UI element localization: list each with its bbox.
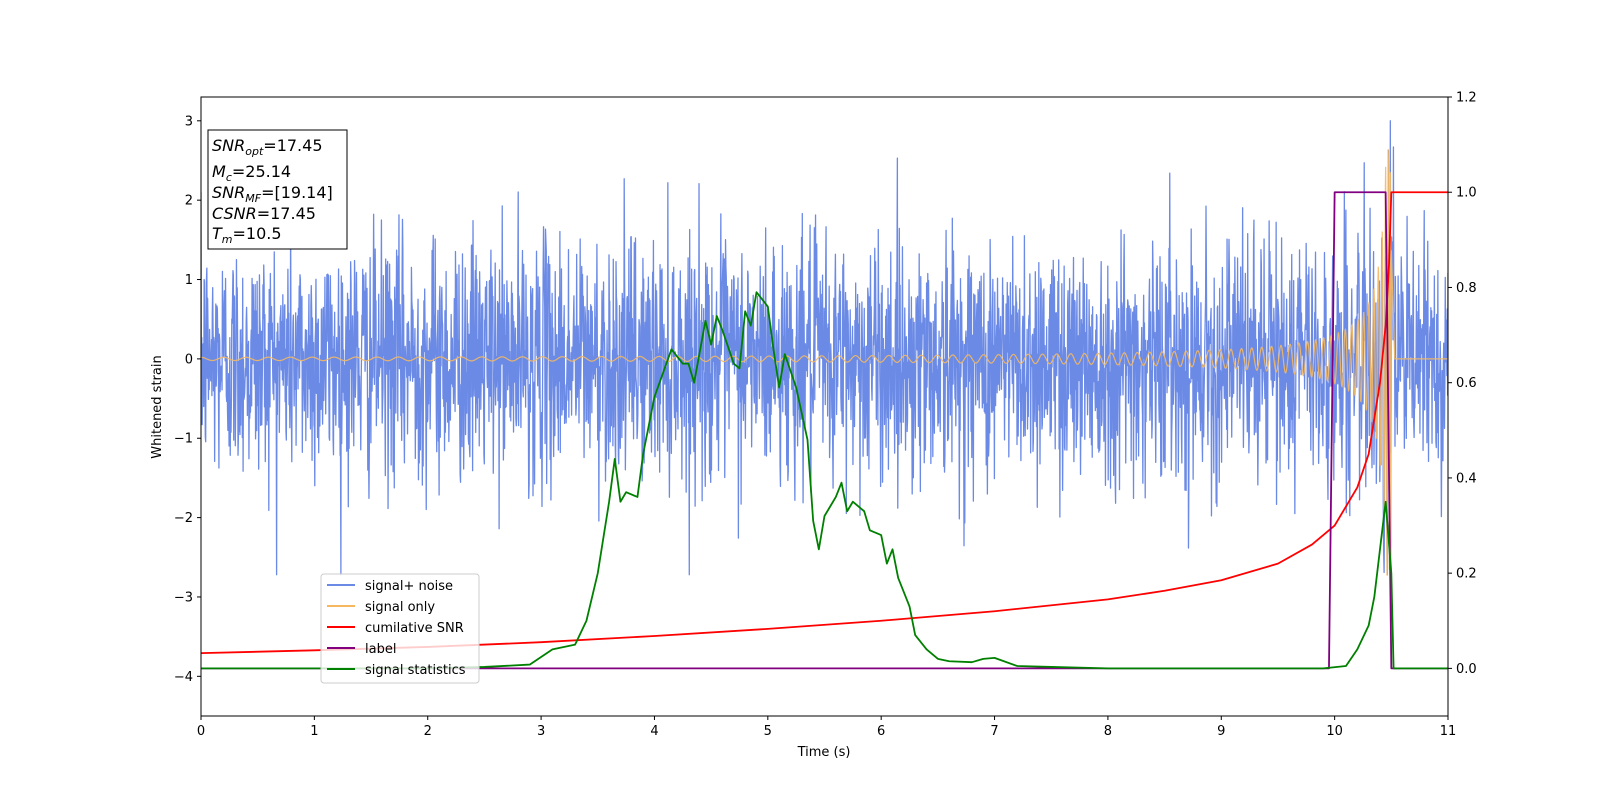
x-tick-label: 8 <box>1104 724 1112 739</box>
y-right-tick-label: 0.6 <box>1456 376 1477 391</box>
legend-label-signal-noise: signal+ noise <box>365 579 453 594</box>
x-tick-label: 3 <box>537 724 545 739</box>
y-axis-right-ticks: 1.2 1.0 0.8 0.6 0.4 0.2 0.0 <box>1448 91 1477 677</box>
x-tick-label: 10 <box>1326 724 1343 739</box>
x-tick-label: 7 <box>990 724 998 739</box>
info-snr-opt: SNRopt=17.45 <box>212 136 323 158</box>
series-signal-noise <box>201 120 1448 576</box>
series-signal-statistics <box>201 291 1448 670</box>
y-right-tick-label: 1.2 <box>1456 91 1477 106</box>
x-tick-label: 6 <box>877 724 885 739</box>
y-right-tick-label: 1.0 <box>1456 186 1477 201</box>
y-left-tick-label: −1 <box>174 432 193 447</box>
info-csnr: CSNR=17.45 <box>212 204 316 223</box>
y-right-tick-label: 0.4 <box>1456 471 1477 486</box>
legend-label-cumulative-snr: cumilative SNR <box>365 621 464 636</box>
x-tick-label: 2 <box>424 724 432 739</box>
legend-label-signal-only: signal only <box>365 600 435 615</box>
legend-frame <box>320 573 480 684</box>
y-axis-label: Whitened strain <box>150 355 165 458</box>
x-axis-label: Time (s) <box>797 745 851 760</box>
plot-frame <box>200 96 1449 717</box>
y-axis-left-ticks: 3 2 1 0 −1 −2 −3 −4 <box>174 114 201 685</box>
y-left-tick-label: 3 <box>185 114 193 129</box>
legend: signal+ noise signal only cumilative SNR… <box>320 573 480 684</box>
x-tick-label: 5 <box>764 724 772 739</box>
y-left-tick-label: 0 <box>185 352 193 367</box>
info-mc: Mc=25.14 <box>212 162 291 184</box>
x-tick-label: 0 <box>197 724 205 739</box>
info-box: SNRopt=17.45 Mc=25.14 SNRMF=[19.14] CSNR… <box>207 129 348 250</box>
x-tick-label: 1 <box>310 724 318 739</box>
y-right-tick-label: 0.2 <box>1456 567 1477 582</box>
x-tick-label: 11 <box>1440 724 1457 739</box>
legend-label-label: label <box>365 642 396 657</box>
legend-label-signal-statistics: signal statistics <box>365 663 466 678</box>
y-left-tick-label: −2 <box>174 511 193 526</box>
series-signal-only <box>201 149 1448 576</box>
y-right-tick-label: 0.8 <box>1456 281 1477 296</box>
info-snr-mf: SNRMF=[19.14] <box>212 183 333 205</box>
x-axis-ticks: 0 1 2 3 4 5 6 7 8 9 10 11 <box>197 716 1456 739</box>
series-cumulative-snr <box>201 191 1448 655</box>
series-layer <box>201 120 1448 670</box>
y-left-tick-label: −3 <box>174 590 193 605</box>
y-right-tick-label: 0.0 <box>1456 662 1477 677</box>
y-left-tick-label: 2 <box>185 194 193 209</box>
y-left-tick-label: −4 <box>174 670 193 685</box>
y-left-tick-label: 1 <box>185 273 193 288</box>
info-tm: Tm=10.5 <box>212 224 282 246</box>
x-tick-label: 4 <box>650 724 658 739</box>
info-box-frame <box>207 129 348 250</box>
x-tick-label: 9 <box>1217 724 1225 739</box>
